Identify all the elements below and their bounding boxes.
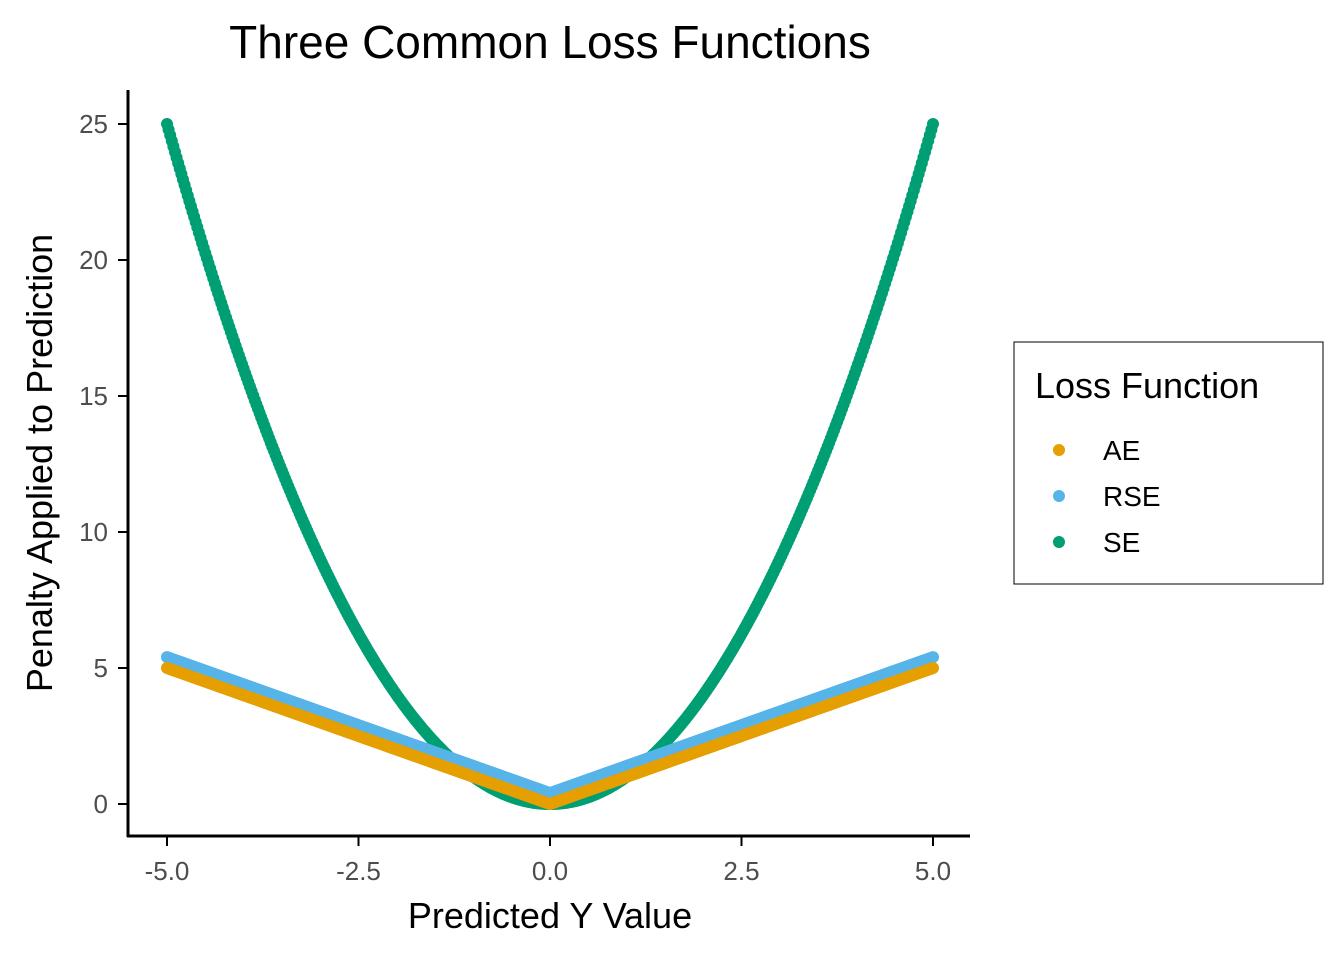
y-axis-title: Penalty Applied to Prediction — [19, 234, 60, 692]
data-point-se — [927, 118, 939, 130]
legend-title: Loss Function — [1035, 365, 1259, 406]
x-axis-ticks: -5.0 -2.5 0.0 2.5 5.0 — [145, 837, 951, 886]
y-axis-ticks: 0 5 10 15 20 25 — [79, 109, 127, 819]
legend: Loss Function AE RSE SE — [1013, 341, 1324, 585]
x-axis-title: Predicted Y Value — [408, 895, 692, 936]
legend-key-ae — [1053, 444, 1065, 456]
y-tick-label: 15 — [79, 381, 108, 411]
data-point-ae — [927, 662, 939, 674]
legend-items: AE RSE SE — [1053, 435, 1161, 558]
legend-label-se: SE — [1103, 527, 1140, 558]
legend-label-rse: RSE — [1103, 481, 1161, 512]
series-ae — [161, 662, 939, 810]
legend-label-ae: AE — [1103, 435, 1140, 466]
chart-title: Three Common Loss Functions — [229, 16, 871, 68]
x-tick-label: 5.0 — [915, 856, 951, 886]
series-rse — [161, 651, 939, 800]
y-tick-label: 25 — [79, 109, 108, 139]
y-tick-label: 10 — [79, 517, 108, 547]
y-tick-label: 20 — [79, 245, 108, 275]
legend-box — [1013, 341, 1324, 585]
x-tick-label: 2.5 — [723, 856, 759, 886]
points-layer — [161, 118, 939, 810]
legend-key-rse — [1053, 490, 1065, 502]
x-tick-label: -5.0 — [145, 856, 190, 886]
legend-key-se — [1053, 536, 1065, 548]
legend-item-ae: AE — [1053, 435, 1140, 466]
y-tick-label: 5 — [94, 653, 108, 683]
legend-item-se: SE — [1053, 527, 1140, 558]
y-tick-label: 0 — [94, 789, 108, 819]
x-tick-label: -2.5 — [336, 856, 381, 886]
data-point-rse — [927, 651, 939, 664]
x-tick-label: 0.0 — [532, 856, 568, 886]
legend-item-rse: RSE — [1053, 481, 1161, 512]
